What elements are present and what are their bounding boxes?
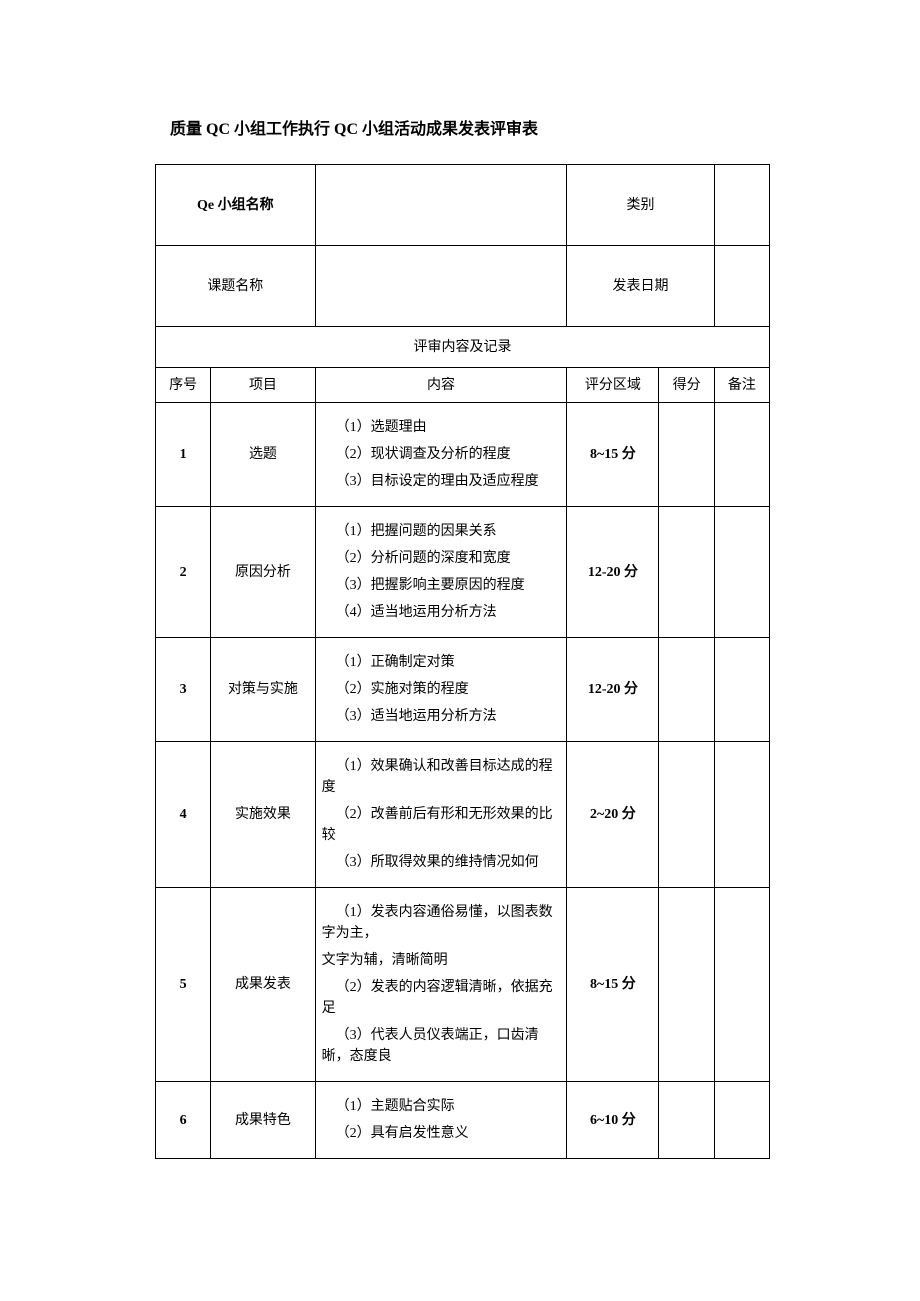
col-score: 得分: [659, 368, 714, 403]
row-project: 选题: [211, 403, 315, 507]
table-row: 4实施效果（1）效果确认和改善目标达成的程度（2）改善前后有形和无形效果的比较（…: [156, 742, 770, 888]
column-header-row: 序号 项目 内容 评分区域 得分 备注: [156, 368, 770, 403]
row-content: （1）把握问题的因果关系（2）分析问题的深度和宽度（3）把握影响主要原因的程度（…: [315, 507, 567, 638]
row-score: [659, 403, 714, 507]
col-proj: 项目: [211, 368, 315, 403]
row-note: [714, 888, 769, 1082]
publish-date-value: [714, 246, 769, 327]
col-seq: 序号: [156, 368, 211, 403]
row-project: 成果发表: [211, 888, 315, 1082]
row-project: 实施效果: [211, 742, 315, 888]
row-score: [659, 1082, 714, 1159]
row-project: 成果特色: [211, 1082, 315, 1159]
row-seq: 6: [156, 1082, 211, 1159]
topic-name-label: 课题名称: [156, 246, 316, 327]
table-row: 6成果特色（1）主题贴合实际（2）具有启发性意义6~10 分: [156, 1082, 770, 1159]
evaluation-form-page: 质量 QC 小组工作执行 QC 小组活动成果发表评审表 Qe 小组名称 类别 课…: [0, 0, 920, 1239]
row-content: （1）正确制定对策（2）实施对策的程度（3）适当地运用分析方法: [315, 638, 567, 742]
col-score-area: 评分区域: [567, 368, 659, 403]
row-note: [714, 742, 769, 888]
topic-name-value: [315, 246, 567, 327]
row-content: （1）效果确认和改善目标达成的程度（2）改善前后有形和无形效果的比较（3）所取得…: [315, 742, 567, 888]
row-score: [659, 507, 714, 638]
row-score: [659, 638, 714, 742]
table-row: 2原因分析（1）把握问题的因果关系（2）分析问题的深度和宽度（3）把握影响主要原…: [156, 507, 770, 638]
row-score-area: 12-20 分: [567, 638, 659, 742]
group-name-value: [315, 165, 567, 246]
row-content: （1）选题理由（2）现状调查及分析的程度（3）目标设定的理由及适应程度: [315, 403, 567, 507]
row-seq: 1: [156, 403, 211, 507]
row-score: [659, 888, 714, 1082]
row-note: [714, 1082, 769, 1159]
publish-date-label: 发表日期: [567, 246, 714, 327]
col-note: 备注: [714, 368, 769, 403]
row-score-area: 8~15 分: [567, 403, 659, 507]
row-content: （1）发表内容通俗易懂，以图表数字为主，文字为辅，清晰简明（2）发表的内容逻辑清…: [315, 888, 567, 1082]
row-note: [714, 507, 769, 638]
row-score: [659, 742, 714, 888]
table-row: 1选题（1）选题理由（2）现状调查及分析的程度（3）目标设定的理由及适应程度8~…: [156, 403, 770, 507]
row-seq: 3: [156, 638, 211, 742]
row-score-area: 6~10 分: [567, 1082, 659, 1159]
table-row: 5成果发表（1）发表内容通俗易懂，以图表数字为主，文字为辅，清晰简明（2）发表的…: [156, 888, 770, 1082]
header-row-2: 课题名称 发表日期: [156, 246, 770, 327]
section-title-row: 评审内容及记录: [156, 327, 770, 368]
category-value: [714, 165, 769, 246]
page-title: 质量 QC 小组工作执行 QC 小组活动成果发表评审表: [170, 115, 770, 139]
row-seq: 5: [156, 888, 211, 1082]
header-row-1: Qe 小组名称 类别: [156, 165, 770, 246]
row-seq: 2: [156, 507, 211, 638]
row-project: 原因分析: [211, 507, 315, 638]
section-title: 评审内容及记录: [156, 327, 770, 368]
row-note: [714, 638, 769, 742]
row-score-area: 12-20 分: [567, 507, 659, 638]
group-name-label: Qe 小组名称: [156, 165, 316, 246]
row-project: 对策与实施: [211, 638, 315, 742]
evaluation-table: Qe 小组名称 类别 课题名称 发表日期 评审内容及记录 序号 项目 内容 评分…: [155, 164, 770, 1159]
table-row: 3对策与实施（1）正确制定对策（2）实施对策的程度（3）适当地运用分析方法12-…: [156, 638, 770, 742]
row-seq: 4: [156, 742, 211, 888]
row-score-area: 8~15 分: [567, 888, 659, 1082]
row-score-area: 2~20 分: [567, 742, 659, 888]
row-content: （1）主题贴合实际（2）具有启发性意义: [315, 1082, 567, 1159]
col-content: 内容: [315, 368, 567, 403]
row-note: [714, 403, 769, 507]
category-label: 类别: [567, 165, 714, 246]
